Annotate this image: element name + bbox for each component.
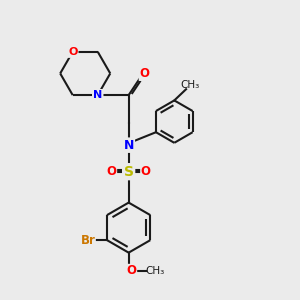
- Text: O: O: [127, 264, 136, 278]
- Text: S: S: [124, 165, 134, 179]
- Text: O: O: [139, 68, 149, 80]
- Text: O: O: [68, 47, 77, 57]
- Text: N: N: [124, 139, 134, 152]
- Text: O: O: [106, 165, 117, 178]
- Text: O: O: [141, 165, 151, 178]
- Text: CH₃: CH₃: [146, 266, 165, 276]
- Text: CH₃: CH₃: [181, 80, 200, 90]
- Text: N: N: [93, 90, 102, 100]
- Text: Br: Br: [80, 234, 95, 247]
